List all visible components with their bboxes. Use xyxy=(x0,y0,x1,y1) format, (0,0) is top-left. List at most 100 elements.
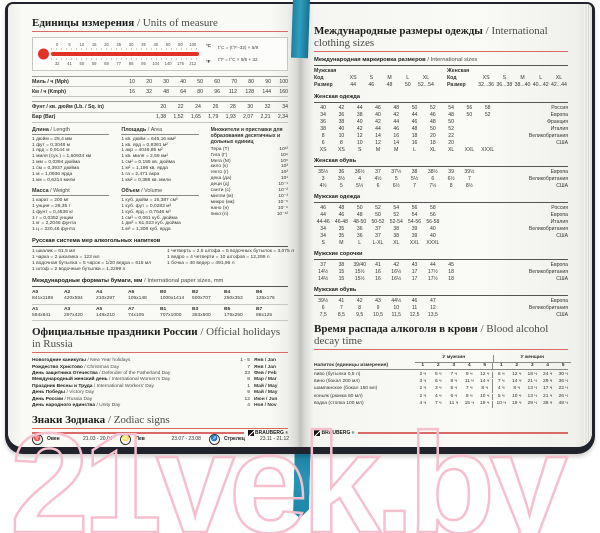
conversion-line: 1 фут = 0,3048 м xyxy=(32,142,70,148)
holiday-day: 7 xyxy=(247,364,250,370)
conversion-line: 1 ц = 220,46 фунта xyxy=(32,227,75,233)
cell: 77 xyxy=(116,61,122,66)
right-page-content: Международные размеры одежды / Internati… xyxy=(314,25,571,439)
size-cell: 8½ xyxy=(465,182,473,189)
cell: 68 xyxy=(104,61,109,66)
russian-measures-col2: 1 четверть = 2,5 штофа = 5 водочных буты… xyxy=(167,249,294,273)
decay-value: 6 ч xyxy=(492,371,508,379)
holiday-name-en: / Defender of the Fatherland Day xyxy=(97,371,171,377)
cell: 2,21 xyxy=(260,114,271,121)
size-table: Мужская обувь 39½ 41 42 43 44½ 46 47 Европа 6 7 8 9 1… xyxy=(314,287,568,319)
size-cell: 4½ xyxy=(319,182,327,189)
size-cell: XL xyxy=(447,146,455,153)
region-label: Великобритания xyxy=(528,268,568,275)
size-cell: 48 xyxy=(411,125,418,132)
marking-group-title: Мужская xyxy=(314,68,337,74)
conversion-line: 1 см² = 0,155 кв. дюйма xyxy=(121,160,175,166)
size-cell: 42 xyxy=(393,111,400,118)
paper-size: 594x841 xyxy=(32,312,51,318)
size-cell: 7,5 xyxy=(319,311,327,318)
size-cell: 5½ xyxy=(356,182,364,189)
cell: 2,07 xyxy=(243,114,254,121)
conversion-line: 1 г = 0,0352 унции xyxy=(32,215,74,221)
holidays-title-ru: Официальные праздники России xyxy=(32,326,198,339)
cell: 144 xyxy=(262,88,271,95)
clothing-tables: Женская одежда 40 42 44 46 48 50 52 54 56 58 Россия… xyxy=(314,94,568,319)
weight-header-en: / Weight xyxy=(48,187,70,194)
size-cell: 50 xyxy=(375,211,381,218)
size-cell: L xyxy=(413,146,416,153)
region-label: Европа xyxy=(550,261,568,268)
fahrenheit-ticks: 32 41 50 59 68 77 86 95 104 140 176 212 xyxy=(51,61,199,66)
size-cell: 58 xyxy=(484,104,491,111)
holiday-name-ru: Праздник Весны и Труда xyxy=(32,383,93,389)
holiday-day: 8 xyxy=(247,377,250,383)
units-title-ru: Единицы измерения xyxy=(32,17,135,29)
volume-items: 1 куб. дюйм = 16,387 см³ 1 куб. фут = 0,0… xyxy=(121,198,198,233)
brauberg-logo: BRAUBERG ® xyxy=(314,430,354,436)
marking-size: 42...44 xyxy=(550,82,567,88)
decay-value: 4 ч xyxy=(419,401,427,407)
alcohol-decay-title-ru: Время распада алкоголя в крови xyxy=(314,323,478,335)
prefix-value: 10⁻² xyxy=(278,188,288,194)
page-stack-edge xyxy=(584,4,592,447)
size-row: 7,5 8,5 9,5 10,5 11,5 12,5 13,5 США xyxy=(314,312,568,319)
marking-label: Код xyxy=(447,75,457,81)
decay-value: 48 ч xyxy=(558,401,568,407)
conversion-line: 1 ведро = 4 четверти = 10 штофов = 12,29… xyxy=(167,255,270,261)
prefix-value: 10⁶ xyxy=(280,158,288,164)
size-cell: 13,5 xyxy=(427,311,438,318)
left-page: Единицы измерения / Units of measure 0 5 1… xyxy=(8,4,300,447)
cell: 212 xyxy=(189,61,197,66)
holiday-row: Международный женский день / Internation… xyxy=(32,377,288,383)
region-label: США xyxy=(556,311,568,318)
holiday-day: 4 xyxy=(247,403,250,409)
size-cell: 37 xyxy=(375,168,381,175)
prefix-value: 10³ xyxy=(280,164,288,170)
holiday-name-ru: День России xyxy=(32,396,64,402)
paper-size: 707x1000 xyxy=(160,312,182,318)
marking-size: 36...38 xyxy=(496,82,513,88)
holiday-month: Мар / Mar xyxy=(254,377,277,383)
size-cell: 15½ xyxy=(354,275,365,282)
conversion-line: 1 кв. миля = 2,59 км² xyxy=(121,154,169,160)
region-label: Европа xyxy=(550,168,568,175)
size-row: 36 38 40 42 44 46 48 50 Франция xyxy=(314,119,568,126)
size-cell: 16 xyxy=(393,132,400,139)
size-cell xyxy=(479,133,497,140)
size-cell: 40 xyxy=(375,111,381,118)
paper-name: A3 xyxy=(64,306,71,312)
size-cell: 54 xyxy=(411,211,418,218)
decay-value: 10 ч xyxy=(480,393,490,399)
footer-rule xyxy=(32,432,244,434)
cell: 176 xyxy=(176,61,184,66)
conversion-line: 1 дм³ = 61,023 куб. дюйма xyxy=(121,221,181,227)
brauberg-logo-text: BRAUBERG xyxy=(255,430,284,436)
holiday-day: 9 xyxy=(247,390,250,396)
prefix-row: Тера (Т) 10¹² xyxy=(211,147,288,153)
size-cell: 44 xyxy=(429,261,436,268)
thermometer-scale: 0 5 10 15 20 25 30 35 40 60 80 100 32 41 50 59 68 77 86 95… xyxy=(51,42,199,66)
size-table: Мужские сорочки 37 38 39/40 41 42 43 44 45 Европа… xyxy=(314,251,568,283)
size-cell: 6 xyxy=(321,304,325,311)
cell: 96 xyxy=(214,88,220,95)
size-cell: 11,5 xyxy=(391,311,402,318)
size-cell: 3 xyxy=(321,175,325,182)
size-cell: 18 xyxy=(411,132,418,139)
marking-group: Мужская Код XS S M L XL Размер 44 46 48 50 52...54 xyxy=(314,68,435,89)
conversion-line: 1 м = 1,0936 ярда xyxy=(32,172,73,178)
zodiac-dates: 21.03 - 20.04 xyxy=(83,436,113,442)
cell: 35 xyxy=(141,42,146,47)
size-row: 14½ 15 15½ 16 16½ 17 17½ 18 США xyxy=(314,276,568,283)
size-row: 44-46 46-48 48-50 50-52 52-54 54-56 56-58 Итали… xyxy=(314,219,568,226)
marking-size: 50 xyxy=(404,82,411,88)
paper-size: 353x500 xyxy=(192,312,211,318)
decay-value: 21 ч xyxy=(527,379,537,385)
paper-size: 105x148 xyxy=(128,296,147,302)
size-cell: 12,5 xyxy=(409,311,420,318)
decay-value: 29 ч xyxy=(527,401,537,407)
size-cell: 38 xyxy=(393,232,400,239)
conversion-line: 1 карат = 200 мг xyxy=(32,197,69,203)
marking-code: XS xyxy=(349,75,357,81)
size-row: S M L L-XL XL XXL XXXL xyxy=(314,240,568,247)
